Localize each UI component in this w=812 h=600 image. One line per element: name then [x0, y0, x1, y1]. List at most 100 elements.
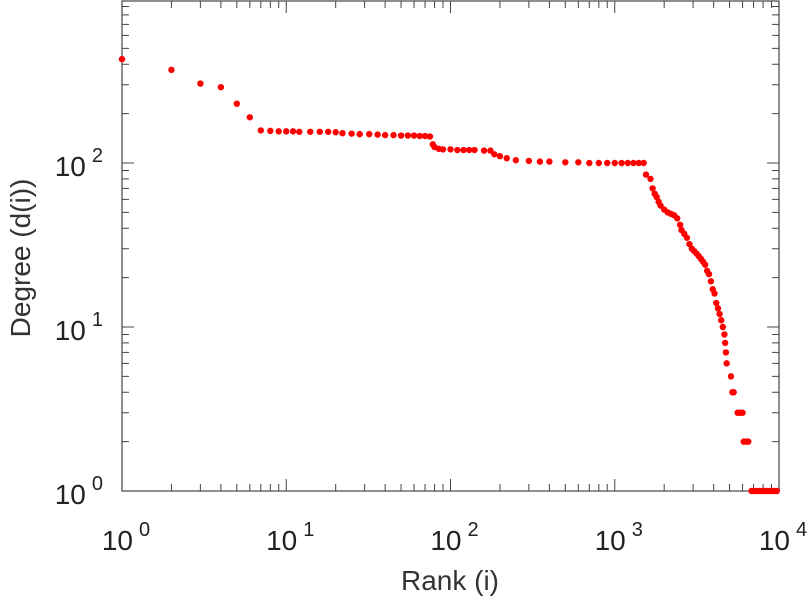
data-point — [673, 215, 681, 222]
data-point — [339, 129, 346, 137]
data-point — [705, 270, 713, 278]
data-point — [267, 127, 274, 135]
data-point — [512, 157, 520, 164]
data-point — [716, 310, 723, 318]
data-point — [707, 278, 715, 285]
data-point — [307, 128, 314, 135]
data-point — [730, 389, 737, 396]
data-point — [390, 131, 397, 139]
data-point — [640, 159, 647, 167]
data-point — [410, 132, 418, 139]
data-point — [642, 171, 650, 178]
y-tick-base: 10 — [55, 479, 86, 510]
x-tick-exponent: 2 — [468, 519, 479, 541]
x-tick-exponent: 0 — [139, 519, 150, 541]
data-point — [471, 146, 478, 154]
data-point — [647, 175, 654, 183]
data-point — [624, 159, 631, 167]
data-point — [649, 185, 656, 192]
x-tick-label: 10 4 — [759, 519, 807, 556]
data-point — [721, 331, 728, 338]
minor-ticks — [122, 1, 779, 491]
data-point — [466, 146, 473, 154]
x-tick-base: 10 — [759, 525, 790, 556]
data-points — [118, 55, 781, 495]
x-tick-base: 10 — [595, 525, 626, 556]
x-axis-label: Rank (i) — [401, 565, 499, 596]
data-point — [595, 159, 603, 167]
x-tick-label: 10 0 — [102, 519, 150, 556]
data-point — [525, 157, 533, 165]
y-tick-label: 10 0 — [55, 473, 103, 510]
y-tick-labels: 10 0 10 1 10 2 — [55, 145, 103, 510]
data-point — [296, 128, 303, 135]
data-point — [575, 159, 582, 166]
x-tick-labels: 10 0 10 1 10 2 10 3 10 4 — [102, 519, 807, 556]
x-tick-base: 10 — [430, 525, 461, 556]
data-point — [773, 487, 781, 495]
data-point — [536, 158, 544, 165]
data-point — [460, 146, 467, 154]
data-point — [723, 360, 730, 367]
data-point — [727, 373, 735, 380]
y-tick-label: 10 2 — [55, 145, 103, 182]
data-point — [404, 132, 412, 139]
data-point — [480, 147, 488, 154]
data-point — [496, 153, 504, 160]
data-point — [683, 234, 691, 241]
x-tick-label: 10 3 — [595, 519, 643, 556]
data-point — [217, 83, 225, 91]
data-point — [324, 128, 332, 135]
data-point — [701, 261, 709, 268]
y-tick-exponent: 1 — [92, 309, 103, 331]
major-ticks — [121, 1, 779, 492]
data-point — [356, 130, 363, 138]
data-point — [332, 129, 339, 136]
x-tick-exponent: 3 — [632, 519, 643, 541]
x-tick-label: 10 1 — [266, 519, 314, 556]
data-point — [739, 409, 746, 416]
data-point — [257, 127, 265, 134]
data-point — [676, 221, 684, 228]
data-point — [721, 339, 729, 347]
data-point — [246, 114, 254, 121]
x-tick-base: 10 — [102, 525, 133, 556]
data-point — [719, 323, 727, 331]
data-point — [374, 131, 381, 138]
data-point — [197, 80, 204, 87]
data-point — [454, 146, 461, 154]
data-point — [611, 159, 618, 167]
data-point — [275, 128, 282, 135]
y-tick-base: 10 — [55, 315, 86, 346]
x-tick-exponent: 1 — [303, 519, 314, 541]
data-point — [718, 317, 725, 324]
y-tick-label: 10 1 — [55, 309, 103, 346]
data-point — [635, 159, 642, 167]
data-point — [618, 159, 625, 167]
data-point — [426, 133, 434, 140]
y-tick-exponent: 2 — [92, 145, 103, 167]
data-point — [714, 305, 722, 312]
data-point — [546, 158, 553, 165]
data-point — [745, 438, 752, 445]
data-point — [168, 66, 175, 74]
data-point — [366, 130, 373, 138]
data-point — [711, 290, 718, 297]
data-point — [586, 159, 593, 167]
x-tick-label: 10 2 — [430, 519, 478, 556]
y-tick-base: 10 — [55, 151, 86, 182]
data-point — [439, 146, 447, 153]
data-point — [348, 130, 355, 137]
data-point — [447, 146, 454, 153]
data-point — [316, 128, 323, 135]
data-point — [630, 159, 637, 167]
data-point — [416, 132, 423, 140]
y-axis-label: Degree (d(i)) — [5, 179, 36, 338]
data-point — [283, 128, 290, 135]
x-tick-exponent: 4 — [796, 519, 807, 541]
data-point — [421, 132, 429, 140]
data-point — [118, 55, 126, 63]
data-point — [722, 349, 730, 356]
data-point — [289, 128, 297, 135]
